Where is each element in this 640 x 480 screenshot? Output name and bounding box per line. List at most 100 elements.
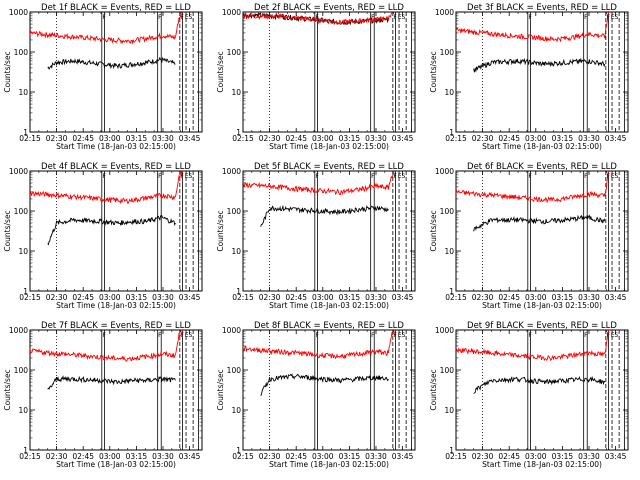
y-tick-label: 10 xyxy=(231,247,241,256)
event-marker: ES xyxy=(185,173,193,180)
x-tick-label: 02:15 xyxy=(232,452,254,461)
y-axis-label: Counts/sec xyxy=(3,51,12,92)
x-tick-label: 03:00 xyxy=(312,452,334,461)
y-axis-label: Counts/sec xyxy=(429,369,438,410)
detector-panel-2: Det 2f BLACK = Events, RED = LLD 02:15 02:… xyxy=(216,3,416,151)
event-marker: F xyxy=(606,332,610,339)
event-marker: F xyxy=(158,332,162,339)
y-tick-label: 10 xyxy=(18,406,28,415)
x-tick-label: 03:00 xyxy=(312,134,334,143)
plot-frame xyxy=(455,170,629,292)
detector-panel-9: Det 9f BLACK = Events, RED = LLD 02:15 02:… xyxy=(429,321,629,469)
events-series-line xyxy=(260,204,389,227)
y-axis-label: Counts/sec xyxy=(216,369,225,410)
y-tick-label: 100 xyxy=(440,366,455,375)
event-marker: F xyxy=(315,173,319,180)
x-tick-label: 03:30 xyxy=(578,134,600,143)
x-tick-label: 03:00 xyxy=(99,452,121,461)
event-marker: F xyxy=(102,14,106,21)
event-marker: F xyxy=(606,173,610,180)
events-series-line xyxy=(47,56,176,70)
event-marker: ES xyxy=(611,332,619,339)
plot-frame xyxy=(29,329,203,451)
x-tick-label: 03:15 xyxy=(552,293,574,302)
y-tick-label: 1000 xyxy=(435,167,454,176)
y-tick-label: 100 xyxy=(227,207,242,216)
x-tick-label: 03:45 xyxy=(605,134,627,143)
lld-series-line xyxy=(30,171,183,205)
x-axis-label: Start Time (18-Jan-03 02:15:00) xyxy=(482,142,602,151)
event-marker: F xyxy=(180,173,184,180)
lld-series-line xyxy=(243,171,396,196)
event-marker: F xyxy=(584,173,588,180)
x-tick-label: 03:00 xyxy=(99,293,121,302)
event-marker: ES xyxy=(185,14,193,21)
y-axis-label: Counts/sec xyxy=(3,210,12,251)
x-axis-label: Start Time (18-Jan-03 02:15:00) xyxy=(482,301,602,310)
x-tick-label: 03:15 xyxy=(126,134,148,143)
events-series-line xyxy=(473,57,606,73)
x-axis-label: Start Time (18-Jan-03 02:15:00) xyxy=(269,460,389,469)
x-tick-label: 02:45 xyxy=(285,452,307,461)
x-tick-label: 03:45 xyxy=(605,452,627,461)
event-marker: ES xyxy=(611,14,619,21)
x-tick-label: 03:15 xyxy=(552,134,574,143)
event-marker: F xyxy=(393,14,397,21)
x-tick-label: 03:30 xyxy=(152,452,174,461)
panel-title: Det 1f BLACK = Events, RED = LLD xyxy=(41,3,191,13)
x-tick-label: 02:45 xyxy=(72,293,94,302)
y-tick-label: 1000 xyxy=(9,8,28,17)
plot-frame xyxy=(242,11,416,133)
event-marker: F xyxy=(180,14,184,21)
event-marker: F xyxy=(393,332,397,339)
plot-frame xyxy=(455,329,629,451)
x-tick-label: 03:30 xyxy=(365,293,387,302)
x-tick-label: 03:45 xyxy=(392,452,414,461)
x-tick-label: 02:15 xyxy=(232,134,254,143)
detector-panel-7: Det 7f BLACK = Events, RED = LLD 02:15 02:… xyxy=(3,321,203,469)
x-tick-label: 03:00 xyxy=(525,452,547,461)
y-tick-label: 100 xyxy=(440,48,455,57)
plot-frame xyxy=(242,170,416,292)
x-tick-label: 02:30 xyxy=(472,452,494,461)
x-tick-label: 03:15 xyxy=(339,134,361,143)
x-tick-label: 02:30 xyxy=(46,293,68,302)
y-axis-label: Counts/sec xyxy=(216,210,225,251)
x-tick-label: 02:45 xyxy=(498,134,520,143)
plot-frame xyxy=(29,170,203,292)
y-tick-label: 1 xyxy=(236,446,241,455)
y-tick-label: 1000 xyxy=(9,326,28,335)
event-marker: F xyxy=(371,173,375,180)
plot-frame xyxy=(29,11,203,133)
x-tick-label: 02:30 xyxy=(46,452,68,461)
detector-panel-3: Det 3f BLACK = Events, RED = LLD 02:15 02:… xyxy=(429,3,629,151)
panel-title: Det 7f BLACK = Events, RED = LLD xyxy=(41,321,191,331)
event-marker: F xyxy=(180,332,184,339)
x-tick-label: 02:15 xyxy=(19,134,41,143)
events-series-line xyxy=(473,375,606,394)
plot-frame xyxy=(455,11,629,133)
detector-panel-5: Det 5f BLACK = Events, RED = LLD 02:15 02:… xyxy=(216,162,416,310)
detector-panel-8: Det 8f BLACK = Events, RED = LLD 02:15 02:… xyxy=(216,321,416,469)
y-tick-label: 100 xyxy=(14,48,29,57)
y-tick-label: 100 xyxy=(14,207,29,216)
x-tick-label: 03:30 xyxy=(578,452,600,461)
event-marker: F xyxy=(584,332,588,339)
panel-title: Det 6f BLACK = Events, RED = LLD xyxy=(467,162,617,172)
event-marker: F xyxy=(102,332,106,339)
y-tick-label: 1000 xyxy=(222,167,241,176)
lld-series-line xyxy=(30,330,183,362)
x-tick-label: 02:30 xyxy=(259,293,281,302)
event-marker: F xyxy=(528,332,532,339)
x-tick-label: 03:00 xyxy=(525,134,547,143)
y-tick-label: 1 xyxy=(23,287,28,296)
panel-title: Det 2f BLACK = Events, RED = LLD xyxy=(254,3,404,13)
y-axis-label: Counts/sec xyxy=(3,369,12,410)
x-tick-label: 02:30 xyxy=(46,134,68,143)
lld-series-line xyxy=(243,330,396,360)
x-tick-label: 03:00 xyxy=(99,134,121,143)
x-tick-label: 02:45 xyxy=(498,452,520,461)
x-tick-label: 02:45 xyxy=(498,293,520,302)
x-tick-label: 03:30 xyxy=(365,452,387,461)
event-marker: ES xyxy=(398,173,406,180)
